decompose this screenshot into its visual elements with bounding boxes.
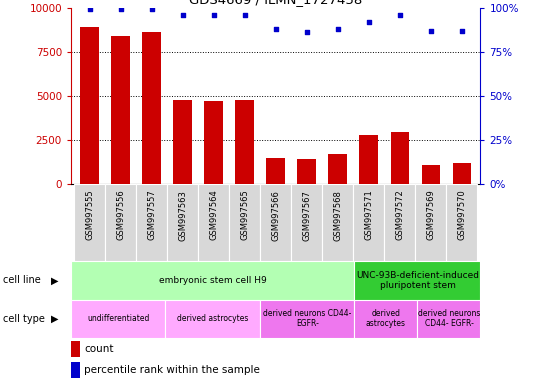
Bar (447, 184, 477, 261)
Bar (453, 163, 471, 184)
Bar (74, 184, 105, 261)
Point (147, 7, 156, 13)
Point (116, 7, 125, 13)
Point (334, 26, 342, 32)
Text: undifferentiated: undifferentiated (87, 314, 150, 323)
Point (364, 19, 373, 25)
Text: GSM997563: GSM997563 (178, 190, 187, 240)
Bar (353, 184, 384, 261)
Point (240, 12, 249, 18)
Text: GSM997557: GSM997557 (147, 190, 156, 240)
Bar (298, 159, 316, 184)
Text: derived
astrocytes: derived astrocytes (366, 309, 406, 328)
Bar (266, 158, 285, 184)
Bar (204, 101, 223, 184)
Title: GDS4669 / ILMN_1727458: GDS4669 / ILMN_1727458 (189, 0, 363, 7)
Bar (416, 184, 447, 261)
Bar (105, 184, 136, 261)
Point (179, 12, 187, 18)
Bar (71, 362, 80, 378)
Point (426, 28, 435, 34)
Point (395, 12, 404, 18)
Bar (143, 32, 161, 184)
Bar (198, 184, 229, 261)
Bar (71, 341, 80, 357)
Bar (229, 184, 260, 261)
Text: cell type: cell type (3, 314, 45, 324)
Text: percentile rank within the sample: percentile rank within the sample (84, 365, 260, 375)
Bar (322, 184, 353, 261)
Bar (235, 99, 254, 184)
Text: derived astrocytes: derived astrocytes (177, 314, 248, 323)
Point (209, 12, 218, 18)
Text: GSM997565: GSM997565 (240, 190, 249, 240)
Point (271, 26, 280, 32)
Text: derived neurons
CD44- EGFR-: derived neurons CD44- EGFR- (418, 309, 480, 328)
Text: embryonic stem cell H9: embryonic stem cell H9 (159, 276, 266, 285)
Bar (354, 300, 418, 338)
Text: GSM997564: GSM997564 (209, 190, 218, 240)
Text: GSM997567: GSM997567 (302, 190, 311, 240)
Bar (291, 184, 322, 261)
Text: cell line: cell line (3, 275, 40, 285)
Text: count: count (84, 344, 114, 354)
Point (458, 28, 466, 34)
Bar (260, 300, 354, 338)
Bar (260, 184, 291, 261)
Text: GSM997556: GSM997556 (116, 190, 125, 240)
Bar (174, 99, 192, 184)
Text: GSM997570: GSM997570 (458, 190, 466, 240)
Bar (390, 132, 409, 184)
Text: GSM997568: GSM997568 (333, 190, 342, 240)
Point (85, 7, 94, 13)
Text: GSM997555: GSM997555 (85, 190, 94, 240)
Bar (71, 261, 354, 300)
Text: derived neurons CD44-
EGFR-: derived neurons CD44- EGFR- (263, 309, 352, 328)
Bar (167, 184, 198, 261)
Text: GSM997566: GSM997566 (271, 190, 280, 240)
Text: UNC-93B-deficient-induced
pluripotent stem: UNC-93B-deficient-induced pluripotent st… (356, 271, 479, 290)
Bar (418, 300, 480, 338)
Bar (384, 184, 416, 261)
Bar (80, 27, 99, 184)
Bar (359, 135, 378, 184)
Bar (71, 300, 165, 338)
Bar (422, 165, 440, 184)
Text: ▶: ▶ (51, 314, 58, 324)
Bar (111, 36, 130, 184)
Bar (354, 261, 480, 300)
Bar (165, 300, 260, 338)
Bar (136, 184, 167, 261)
Bar (329, 154, 347, 184)
Text: ▶: ▶ (51, 275, 58, 285)
Text: GSM997569: GSM997569 (426, 190, 435, 240)
Text: GSM997571: GSM997571 (364, 190, 373, 240)
Text: GSM997572: GSM997572 (395, 190, 405, 240)
Point (302, 29, 311, 35)
